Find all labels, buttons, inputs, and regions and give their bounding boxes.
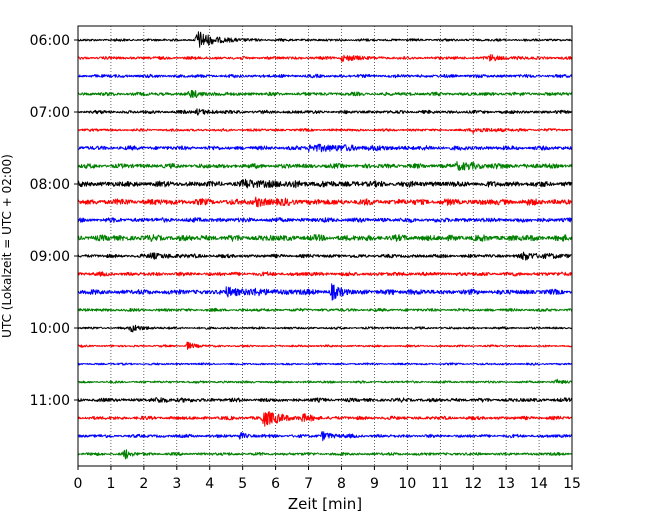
x-tick-label-2: 2 bbox=[139, 476, 148, 492]
trace-1045 bbox=[77, 378, 573, 385]
y-tick-label-0: 06:00 bbox=[30, 33, 70, 49]
trace-0600 bbox=[77, 31, 573, 48]
y-axis-ticks: 06:00 07:00 08:00 09:00 10:00 11:00 bbox=[30, 33, 78, 409]
trace-0900 bbox=[77, 251, 573, 261]
y-tick-label-4: 10:00 bbox=[30, 321, 70, 337]
x-axis-ticks: 0 1 2 3 4 5 6 7 8 9 10 11 12 13 14 15 bbox=[74, 466, 581, 492]
y-tick-label-3: 09:00 bbox=[30, 249, 70, 265]
y-tick-label-1: 07:00 bbox=[30, 105, 70, 121]
trace-0700 bbox=[77, 108, 573, 116]
trace-0615 bbox=[77, 54, 573, 62]
trace-0745 bbox=[77, 161, 573, 171]
seismic-traces bbox=[77, 31, 573, 460]
trace-0830 bbox=[77, 217, 573, 223]
plot-background bbox=[78, 26, 572, 466]
x-tick-label-10: 10 bbox=[398, 476, 416, 492]
trace-1115 bbox=[77, 411, 573, 427]
x-tick-label-11: 11 bbox=[431, 476, 449, 492]
x-tick-label-14: 14 bbox=[530, 476, 548, 492]
trace-0800 bbox=[77, 178, 573, 189]
x-axis-label: Zeit [min] bbox=[288, 495, 362, 513]
trace-0815 bbox=[77, 196, 573, 208]
x-tick-label-8: 8 bbox=[337, 476, 346, 492]
x-tick-label-0: 0 bbox=[74, 476, 83, 492]
trace-0645 bbox=[77, 89, 573, 98]
x-tick-label-9: 9 bbox=[370, 476, 379, 492]
trace-0915 bbox=[77, 271, 573, 277]
trace-1000 bbox=[77, 324, 573, 333]
trace-0845 bbox=[77, 234, 573, 242]
trace-0730 bbox=[77, 143, 573, 153]
x-tick-label-13: 13 bbox=[497, 476, 515, 492]
trace-0930 bbox=[77, 283, 573, 301]
x-tick-label-15: 15 bbox=[563, 476, 581, 492]
trace-0630 bbox=[77, 73, 573, 79]
y-axis-label: UTC (Lokalzeit = UTC + 02:00) bbox=[0, 154, 14, 338]
vertical-grid bbox=[110, 26, 540, 466]
trace-1030 bbox=[77, 362, 573, 366]
trace-0715 bbox=[77, 127, 573, 135]
x-tick-label-1: 1 bbox=[106, 476, 115, 492]
trace-1130 bbox=[77, 431, 573, 442]
y-tick-label-5: 11:00 bbox=[30, 393, 70, 409]
x-tick-label-5: 5 bbox=[238, 476, 247, 492]
y-tick-label-2: 08:00 bbox=[30, 177, 70, 193]
trace-1100 bbox=[77, 397, 573, 403]
x-tick-label-7: 7 bbox=[304, 476, 313, 492]
trace-1145 bbox=[77, 449, 573, 460]
x-tick-label-4: 4 bbox=[205, 476, 214, 492]
trace-1015 bbox=[77, 341, 573, 350]
x-tick-label-3: 3 bbox=[172, 476, 181, 492]
x-tick-label-6: 6 bbox=[271, 476, 280, 492]
plot-frame bbox=[77, 25, 573, 467]
x-tick-label-12: 12 bbox=[464, 476, 482, 492]
trace-0945 bbox=[77, 307, 573, 312]
